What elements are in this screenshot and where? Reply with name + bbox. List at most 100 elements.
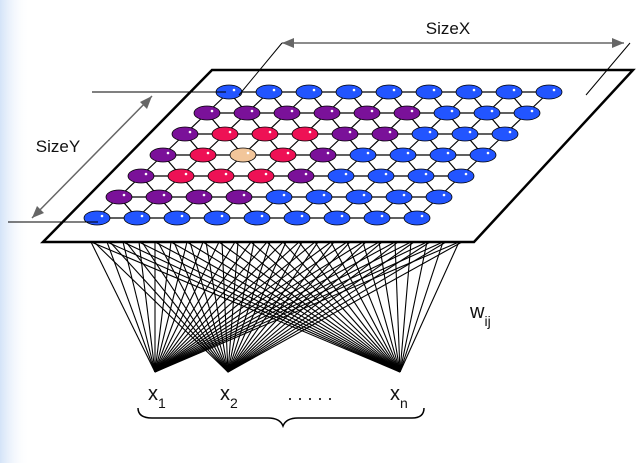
map-nodes xyxy=(83,84,563,226)
weight-connection xyxy=(170,241,401,373)
size-x-arrowhead-right xyxy=(612,38,624,48)
map-node xyxy=(211,126,239,142)
map-node xyxy=(323,210,351,226)
map-node xyxy=(273,105,301,121)
map-node-highlight xyxy=(410,109,414,113)
weight-connection xyxy=(122,241,156,373)
map-node xyxy=(123,210,151,226)
map-node-highlight xyxy=(370,109,374,113)
map-node-highlight xyxy=(264,172,268,176)
weight-label-subscript: ij xyxy=(484,313,490,329)
map-node-highlight xyxy=(366,151,370,155)
map-node xyxy=(233,105,261,121)
map-node-highlight xyxy=(432,88,436,92)
map-node-highlight xyxy=(352,88,356,92)
map-node xyxy=(243,210,271,226)
map-node xyxy=(247,168,275,184)
map-node-highlight xyxy=(512,88,516,92)
map-node-highlight xyxy=(268,130,272,134)
map-node-highlight xyxy=(286,151,290,155)
map-node xyxy=(393,105,421,121)
weight-connection xyxy=(362,241,401,373)
map-node-highlight xyxy=(428,130,432,134)
map-node xyxy=(335,84,363,100)
weight-label: wij xyxy=(469,301,491,329)
map-node-highlight xyxy=(392,88,396,92)
weight-label-base: w xyxy=(469,301,485,323)
map-node xyxy=(291,126,319,142)
weight-connection xyxy=(399,241,412,373)
map-node-highlight xyxy=(530,109,534,113)
map-node-highlight xyxy=(340,214,344,218)
map-node-highlight xyxy=(304,172,308,176)
size-x-dimension: SizeX xyxy=(238,19,631,96)
map-node-highlight xyxy=(308,130,312,134)
map-node xyxy=(305,189,333,205)
map-node xyxy=(313,105,341,121)
size-y-arrow-line xyxy=(31,95,153,219)
map-node-highlight xyxy=(402,193,406,197)
map-node-highlight xyxy=(322,193,326,197)
weight-connection xyxy=(314,241,401,373)
map-node xyxy=(389,147,417,163)
map-node xyxy=(185,189,213,205)
weight-connection xyxy=(154,241,316,373)
weight-connection xyxy=(138,241,401,373)
map-node xyxy=(149,147,177,163)
weight-connection xyxy=(154,241,428,373)
map-node xyxy=(451,126,479,142)
map-node xyxy=(345,189,373,205)
map-node xyxy=(469,147,497,163)
best-matching-unit-node xyxy=(229,147,257,163)
map-node xyxy=(171,126,199,142)
input-ellipsis: . . . . . xyxy=(287,384,332,404)
left-edge-shading xyxy=(0,0,30,463)
map-node xyxy=(491,126,519,142)
size-y-arrowhead-top xyxy=(140,96,152,109)
map-node-highlight xyxy=(330,109,334,113)
map-node-highlight xyxy=(312,88,316,92)
weight-connection xyxy=(282,241,401,373)
map-node xyxy=(327,168,355,184)
map-node-highlight xyxy=(100,214,104,218)
map-node xyxy=(513,105,541,121)
weight-connection xyxy=(266,241,401,373)
weight-connection xyxy=(218,241,401,373)
size-x-extension-right xyxy=(585,42,631,96)
weight-connection xyxy=(106,241,401,373)
map-node-highlight xyxy=(424,172,428,176)
map-node xyxy=(385,189,413,205)
input-label-n: xn xyxy=(390,383,408,411)
weight-connection xyxy=(330,241,401,373)
map-node-highlight xyxy=(144,172,148,176)
weight-connection xyxy=(154,241,332,373)
map-node xyxy=(105,189,133,205)
map-node xyxy=(163,210,191,226)
map-node-highlight xyxy=(508,130,512,134)
input-label-1: x1 xyxy=(148,383,166,411)
weight-connection xyxy=(106,241,156,373)
map-node xyxy=(269,147,297,163)
map-node-highlight xyxy=(472,88,476,92)
map-node xyxy=(433,105,461,121)
size-x-label: SizeX xyxy=(426,19,470,38)
map-node xyxy=(353,105,381,121)
map-node-highlight xyxy=(362,193,366,197)
map-node-highlight xyxy=(260,214,264,218)
size-x-arrowhead-left xyxy=(282,38,294,48)
map-node-highlight xyxy=(220,214,224,218)
map-node xyxy=(349,147,377,163)
map-node-highlight xyxy=(140,214,144,218)
map-node xyxy=(145,189,173,205)
weight-connection xyxy=(154,241,380,373)
weight-connection xyxy=(122,241,401,373)
weight-connection xyxy=(399,241,428,373)
input-label-2: x2 xyxy=(220,383,238,411)
weight-connection xyxy=(202,241,401,373)
map-node-highlight xyxy=(406,151,410,155)
weight-connection xyxy=(93,241,229,373)
map-node-highlight xyxy=(464,172,468,176)
map-node-highlight xyxy=(232,88,236,92)
